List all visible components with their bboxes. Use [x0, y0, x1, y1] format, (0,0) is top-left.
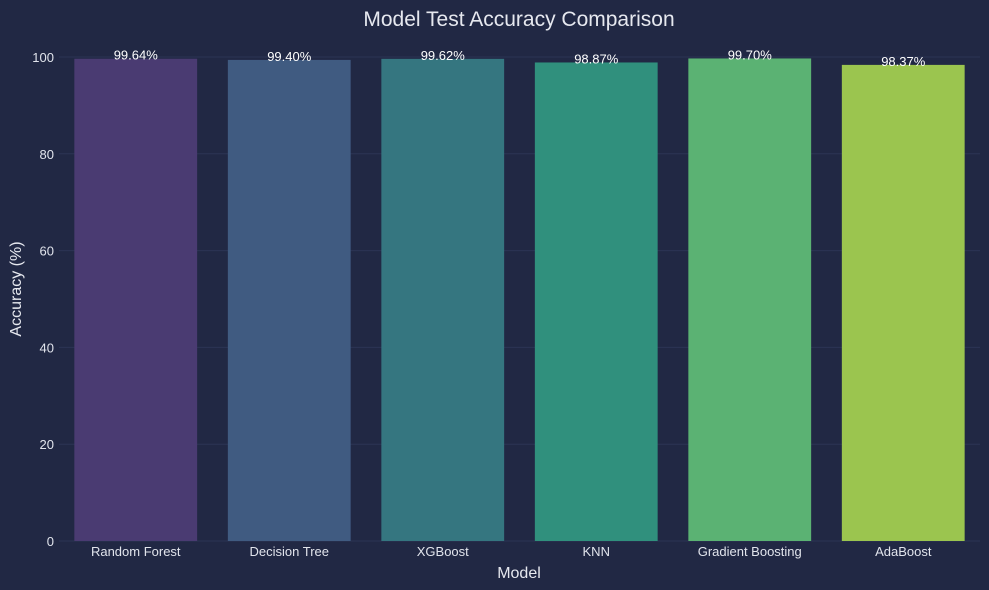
x-axis-ticks: Random Forest Decision Tree XGBoost KNN Grad… [91, 544, 932, 559]
x-tick-label: AdaBoost [875, 544, 932, 559]
bar [688, 58, 812, 542]
bar [227, 59, 351, 542]
bar-value-label: 98.87% [574, 51, 619, 66]
bar [381, 58, 505, 541]
x-tick-label: KNN [583, 544, 610, 559]
bar-value-label: 99.40% [267, 49, 312, 64]
bar-value-label: 99.70% [728, 47, 773, 62]
x-tick-label: XGBoost [417, 544, 469, 559]
y-tick-label: 20 [40, 437, 54, 452]
y-axis-label: Accuracy (%) [8, 241, 25, 336]
bar [534, 62, 658, 541]
bar [74, 58, 198, 541]
bar-value-label: 98.37% [881, 54, 926, 69]
bar [841, 64, 965, 542]
y-tick-label: 0 [47, 534, 54, 549]
bar-value-label: 99.64% [114, 48, 159, 63]
x-tick-label: Gradient Boosting [698, 544, 802, 559]
y-tick-label: 80 [40, 147, 54, 162]
x-axis-label: Model [497, 565, 541, 582]
y-axis-ticks: 0 20 40 60 80 100 [32, 50, 54, 549]
x-tick-label: Decision Tree [250, 544, 329, 559]
grid-lines [59, 56, 980, 542]
chart-title: Model Test Accuracy Comparison [363, 8, 674, 31]
x-tick-label: Random Forest [91, 544, 181, 559]
y-tick-label: 100 [32, 50, 54, 65]
bars [74, 58, 965, 542]
y-tick-label: 60 [40, 244, 54, 259]
bar-value-labels: 99.64% 99.40% 99.62% 98.87% 99.70% 98.37% [114, 47, 926, 68]
y-tick-label: 40 [40, 340, 54, 355]
bar-value-label: 99.62% [421, 48, 466, 63]
